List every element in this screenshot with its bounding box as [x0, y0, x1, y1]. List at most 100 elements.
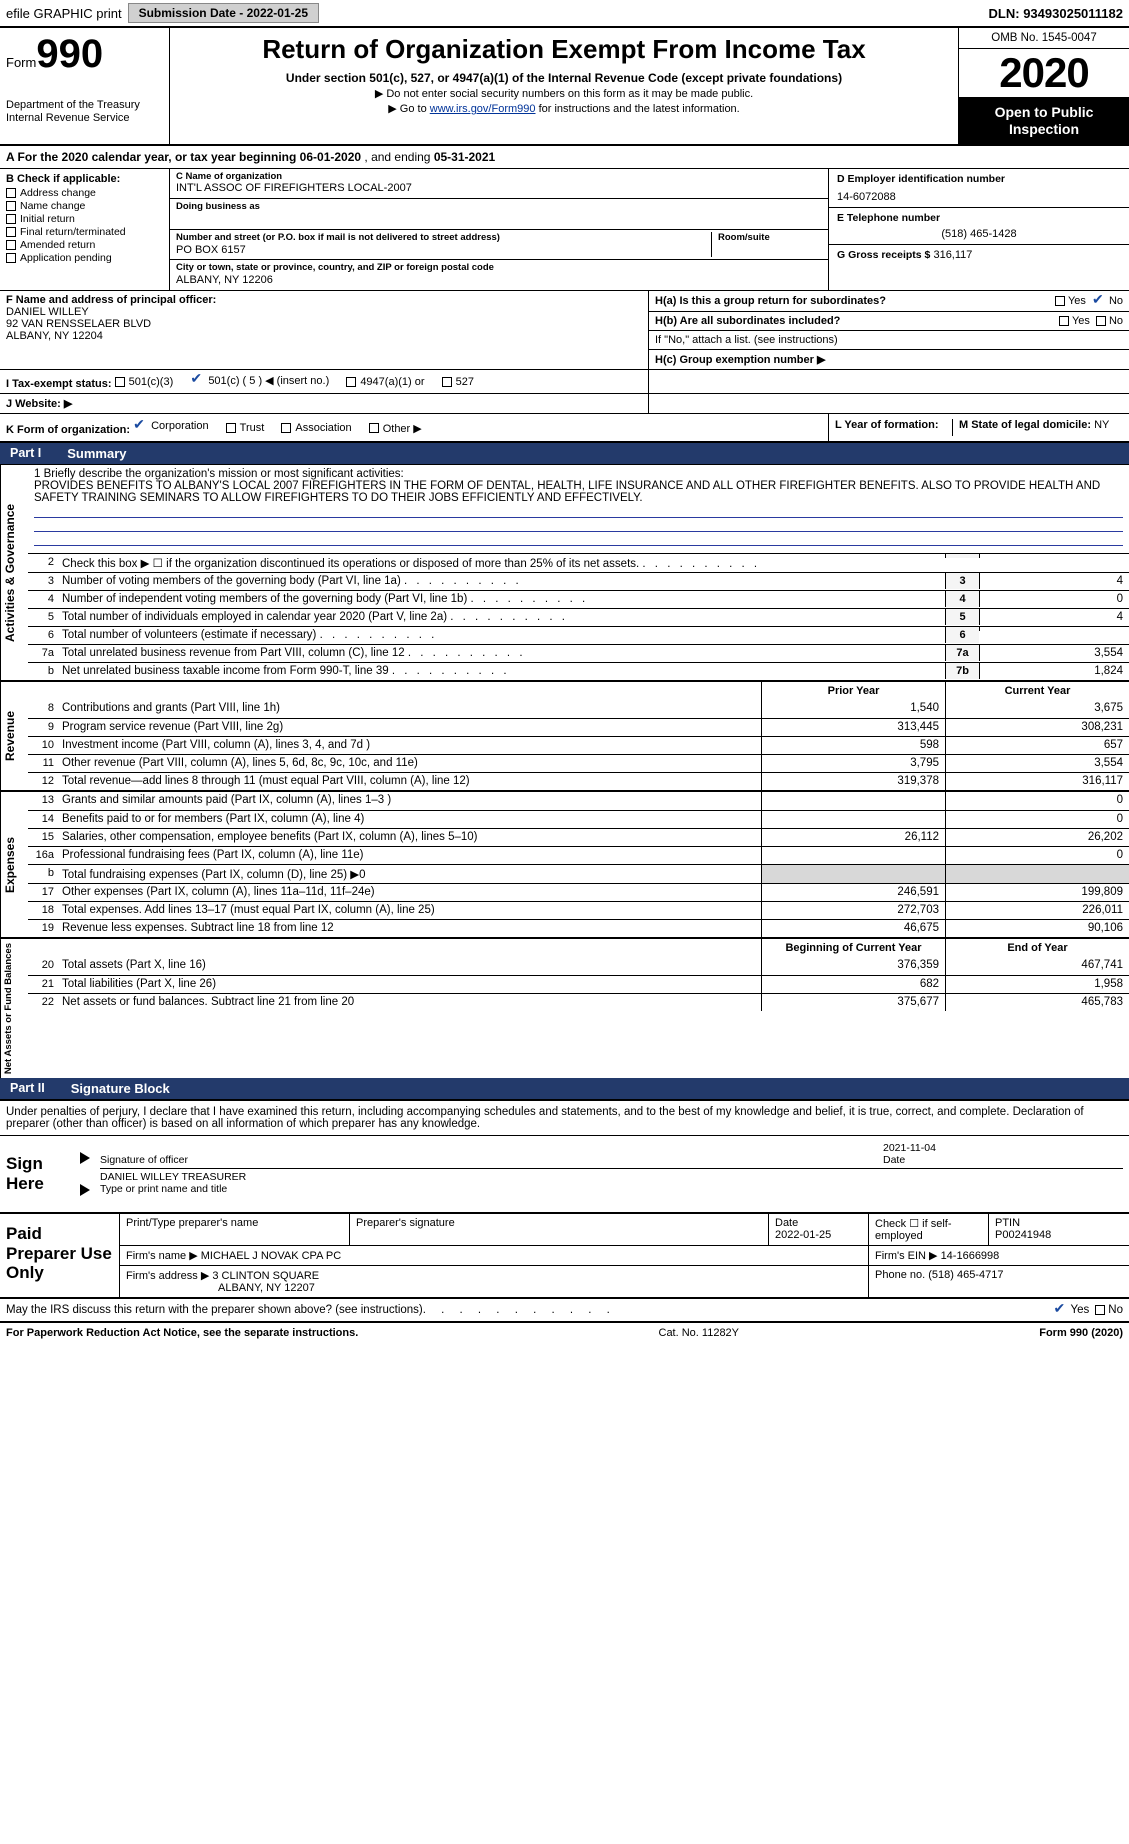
- line-num: 13: [28, 792, 58, 810]
- checkbox-name-change[interactable]: [6, 201, 16, 211]
- line-code: 4: [945, 591, 979, 607]
- checkbox-amended[interactable]: [6, 240, 16, 250]
- note2-post: for instructions and the latest informat…: [536, 103, 740, 115]
- vtab-expenses: Expenses: [0, 792, 28, 937]
- line-text: Total assets (Part X, line 16): [58, 957, 761, 975]
- data-line: 9Program service revenue (Part VIII, lin…: [28, 718, 1129, 736]
- checkbox-app-pending[interactable]: [6, 253, 16, 263]
- part-i-title: Summary: [59, 443, 134, 464]
- officer-addr1: 92 VAN RENSSELAER BLVD: [6, 318, 151, 330]
- ein-label: D Employer identification number: [837, 173, 1121, 185]
- section-f-label: F Name and address of principal officer:: [6, 294, 216, 306]
- ha-yes: Yes: [1068, 295, 1086, 307]
- prior-value: 598: [761, 737, 945, 754]
- section-f: F Name and address of principal officer:…: [0, 291, 648, 345]
- opt-amended: Amended return: [20, 239, 95, 251]
- gov-line: 4Number of independent voting members of…: [28, 590, 1129, 608]
- line-num: 5: [28, 609, 58, 625]
- submission-date-button[interactable]: Submission Date - 2022-01-25: [128, 3, 319, 23]
- k-trust-checkbox[interactable]: [226, 423, 236, 433]
- line-num: 14: [28, 811, 58, 828]
- line-text: Total number of individuals employed in …: [58, 609, 945, 625]
- form-990-number: 990: [36, 32, 103, 76]
- i-527-checkbox[interactable]: [442, 377, 452, 387]
- data-line: 15Salaries, other compensation, employee…: [28, 828, 1129, 846]
- hb-yes: Yes: [1072, 315, 1090, 327]
- line-text: Total unrelated business revenue from Pa…: [58, 645, 945, 661]
- ha-no: No: [1109, 295, 1123, 307]
- period-begin: 06-01-2020: [300, 150, 361, 164]
- irs-yes: Yes: [1071, 1304, 1090, 1316]
- checkbox-initial-return[interactable]: [6, 214, 16, 224]
- sign-here-label: Sign Here: [0, 1136, 80, 1212]
- line-num: 22: [28, 994, 58, 1011]
- firm-ein: 14-1666998: [941, 1250, 1000, 1262]
- i-4947-checkbox[interactable]: [346, 377, 356, 387]
- mission-label: 1 Briefly describe the organization's mi…: [34, 468, 1123, 480]
- line-text: Benefits paid to or for members (Part IX…: [58, 811, 761, 828]
- opt-app-pending: Application pending: [20, 252, 112, 264]
- hb-no-checkbox[interactable]: [1096, 316, 1106, 326]
- firm-phone: (518) 465-4717: [928, 1269, 1003, 1281]
- footer-cat: Cat. No. 11282Y: [358, 1327, 1039, 1339]
- line-num: 21: [28, 976, 58, 993]
- k-assoc-checkbox[interactable]: [281, 423, 291, 433]
- prep-date-label: Date: [775, 1217, 798, 1229]
- irs-no-checkbox[interactable]: [1095, 1305, 1105, 1315]
- part-i-num: Part I: [0, 443, 59, 464]
- prior-value: 1,540: [761, 700, 945, 718]
- current-value: 316,117: [945, 773, 1129, 790]
- irs-discuss-text: May the IRS discuss this return with the…: [6, 1304, 423, 1316]
- ptin-value: P00241948: [995, 1229, 1051, 1241]
- vtab-governance: Activities & Governance: [0, 465, 28, 680]
- tax-year: 2020: [959, 49, 1129, 98]
- col-current-year: Current Year: [945, 682, 1129, 700]
- current-value: 3,675: [945, 700, 1129, 718]
- opt-final-return: Final return/terminated: [20, 226, 126, 238]
- section-deg: D Employer identification number 14-6072…: [829, 169, 1129, 291]
- gross-label: G Gross receipts $: [837, 249, 930, 261]
- hb-no: No: [1109, 315, 1123, 327]
- irs-link[interactable]: www.irs.gov/Form990: [430, 103, 536, 115]
- checkbox-final-return[interactable]: [6, 227, 16, 237]
- ha-yes-checkbox[interactable]: [1055, 296, 1065, 306]
- k-other-checkbox[interactable]: [369, 423, 379, 433]
- hb-yes-checkbox[interactable]: [1059, 316, 1069, 326]
- sig-officer-label: Signature of officer: [100, 1154, 188, 1166]
- line-num: 9: [28, 719, 58, 736]
- line-num: 15: [28, 829, 58, 846]
- section-fh-row: F Name and address of principal officer:…: [0, 291, 1129, 370]
- hb-note: If "No," attach a list. (see instruction…: [649, 331, 1129, 350]
- top-bar: efile GRAPHIC print Submission Date - 20…: [0, 0, 1129, 26]
- data-line: 22Net assets or fund balances. Subtract …: [28, 993, 1129, 1011]
- line-value: 3,554: [979, 645, 1129, 661]
- hc-label: H(c) Group exemption number ▶: [655, 354, 825, 366]
- entity-block: B Check if applicable: Address change Na…: [0, 169, 1129, 292]
- org-name: INT'L ASSOC OF FIREFIGHTERS LOCAL-2007: [176, 182, 822, 196]
- checkbox-address-change[interactable]: [6, 188, 16, 198]
- line-value: 1,824: [979, 663, 1129, 679]
- data-line: 17Other expenses (Part IX, column (A), l…: [28, 883, 1129, 901]
- section-k-label: K Form of organization:: [6, 424, 130, 436]
- current-value: 0: [945, 847, 1129, 864]
- opt-initial-return: Initial return: [20, 213, 75, 225]
- line-text: Salaries, other compensation, employee b…: [58, 829, 761, 846]
- addr-label: Number and street (or P.O. box if mail i…: [176, 232, 705, 244]
- prior-value: 375,677: [761, 994, 945, 1011]
- signature-declaration: Under penalties of perjury, I declare th…: [0, 1099, 1129, 1135]
- line-text: Check this box ▶ ☐ if the organization d…: [58, 554, 945, 572]
- line-num: b: [28, 865, 58, 883]
- line-value: 4: [979, 609, 1129, 625]
- section-l-label: L Year of formation:: [835, 419, 939, 431]
- part-i-header: Part I Summary: [0, 443, 1129, 464]
- section-m-label: M State of legal domicile:: [959, 419, 1091, 431]
- irs-yes-check-icon: [1054, 1303, 1068, 1317]
- line-text: Net assets or fund balances. Subtract li…: [58, 994, 761, 1011]
- line-text: Total revenue—add lines 8 through 11 (mu…: [58, 773, 761, 790]
- i-501c3-checkbox[interactable]: [115, 377, 125, 387]
- current-value: 0: [945, 811, 1129, 828]
- line-text: Other expenses (Part IX, column (A), lin…: [58, 884, 761, 901]
- page-footer: For Paperwork Reduction Act Notice, see …: [0, 1323, 1129, 1343]
- period-mid: , and ending: [364, 150, 433, 164]
- prep-sig-label: Preparer's signature: [356, 1217, 455, 1229]
